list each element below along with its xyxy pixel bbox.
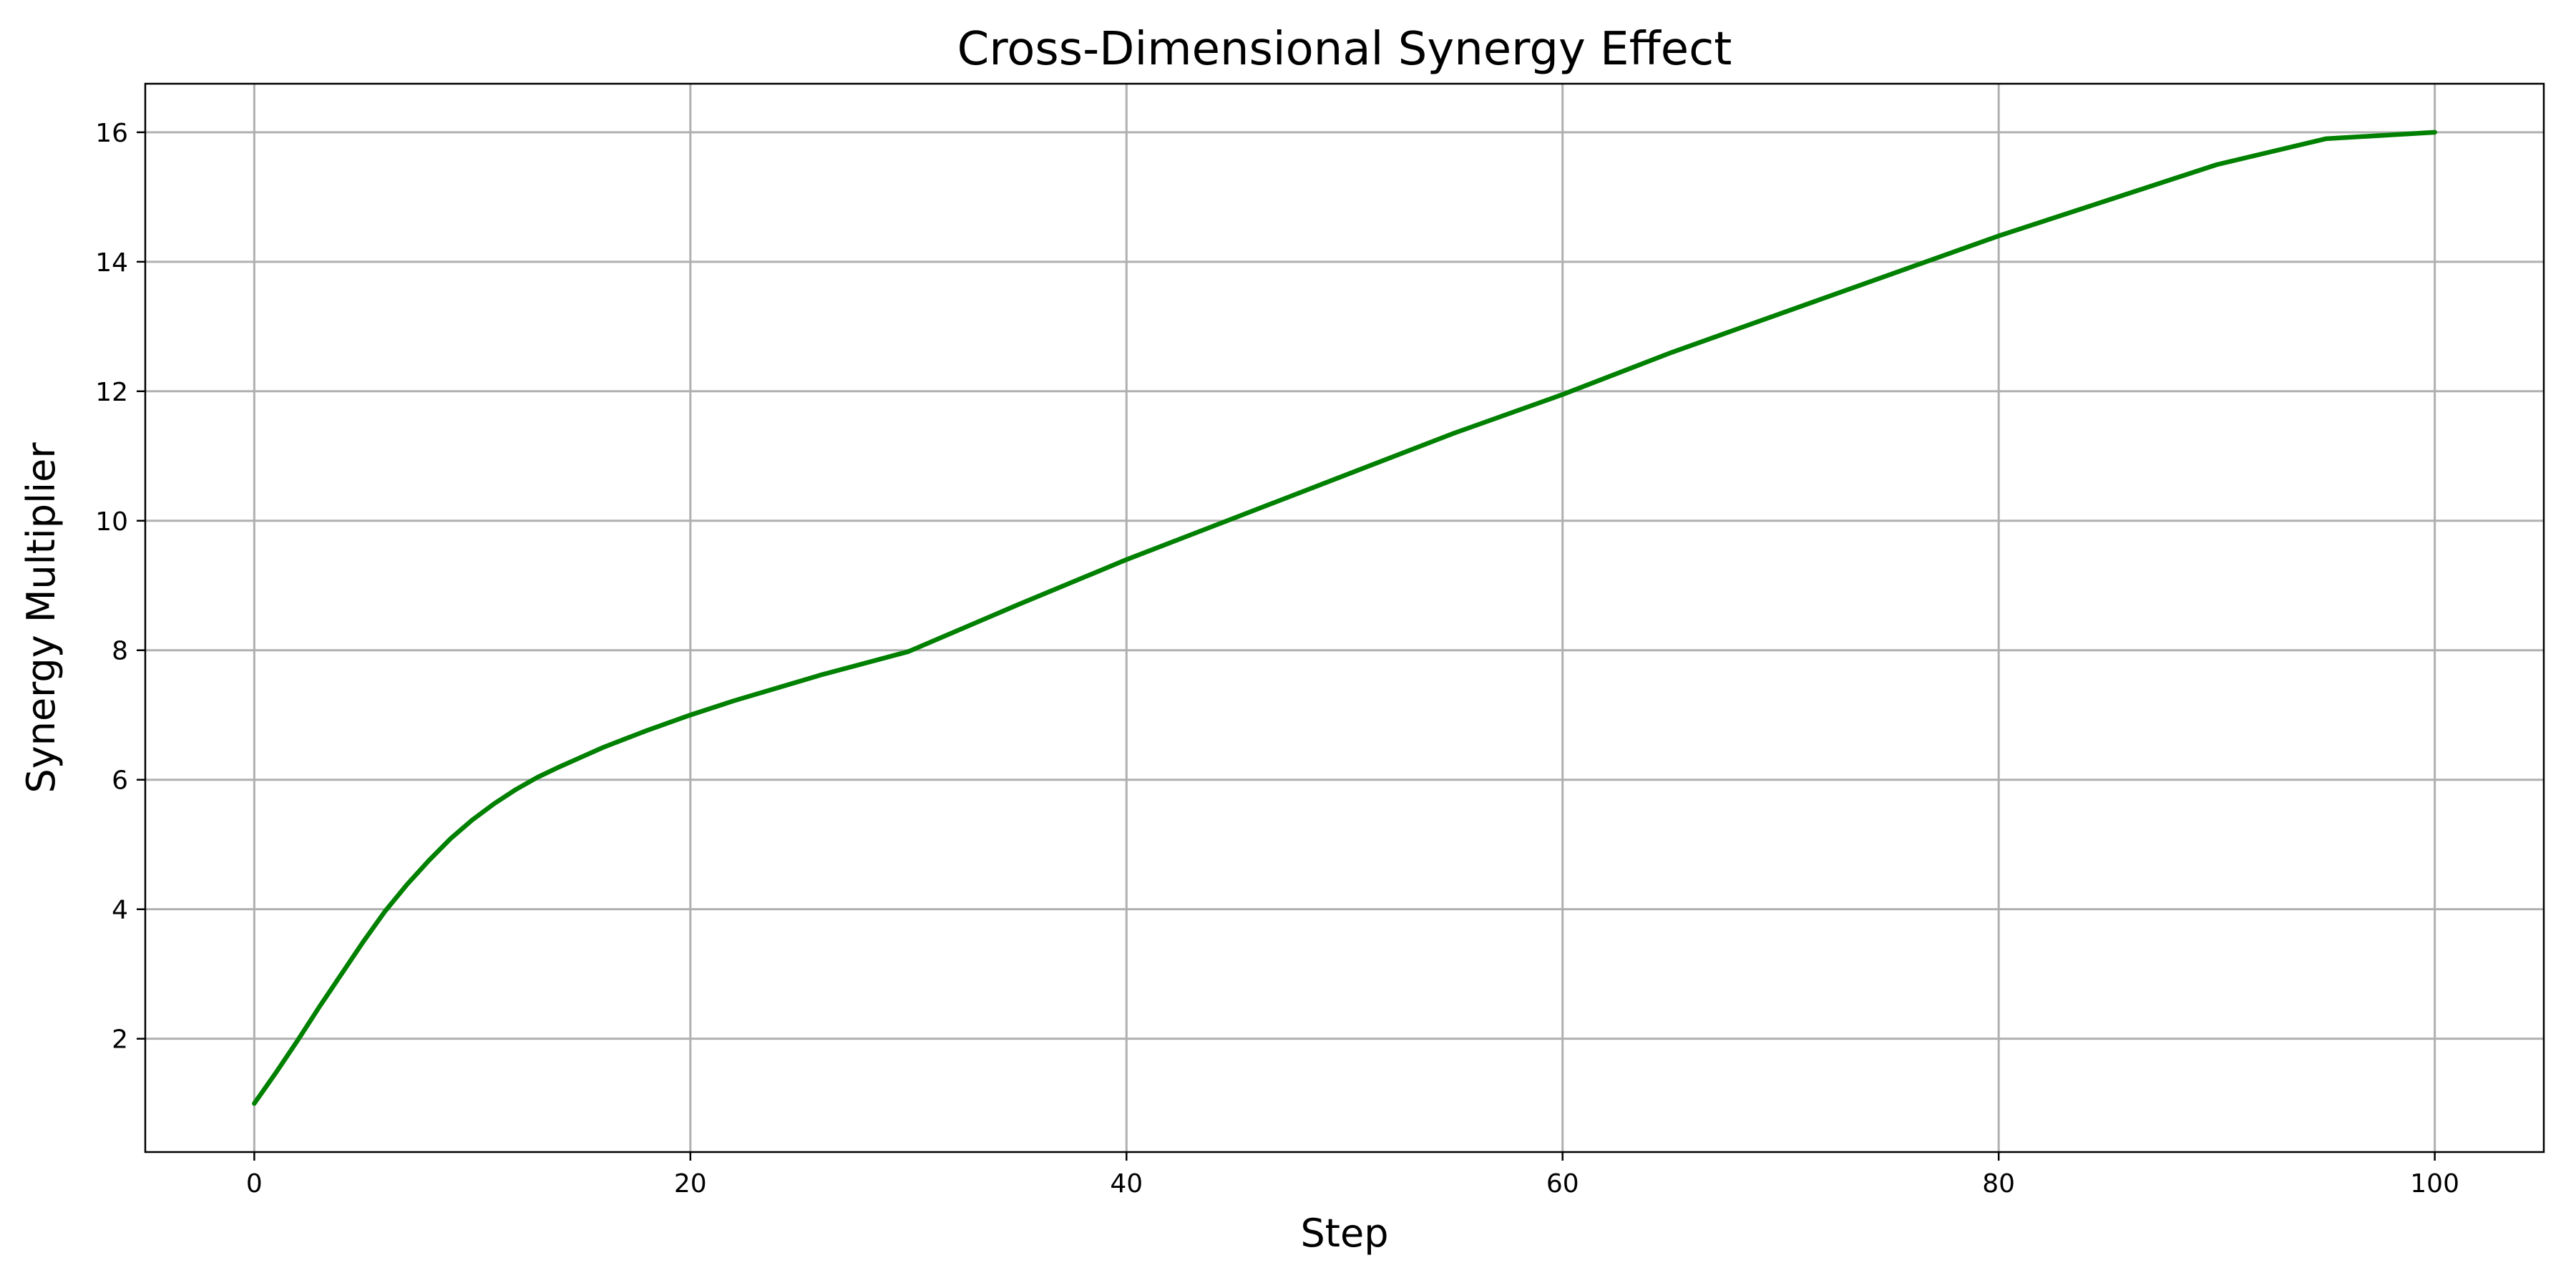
plot-frame [144,82,2545,1153]
y-tick-label: 6 [112,766,128,796]
y-tick-label: 12 [95,378,128,407]
y-tick-label: 8 [112,637,128,666]
x-tick-label: 100 [2410,1169,2459,1199]
series-layer [252,130,2437,1106]
x-tick-label: 40 [1110,1169,1143,1199]
tick-layer: 0 20 40 60 80 100 2 4 6 8 10 12 14 16 [95,119,2459,1199]
x-axis-label: Step [1301,1211,1389,1256]
x-tick-label: 20 [674,1169,707,1199]
chart-title: Cross-Dimensional Synergy Effect [957,23,1732,76]
y-tick-label: 14 [95,248,128,278]
y-tick-label: 16 [95,119,128,148]
series-line [252,130,2437,1106]
y-tick-label: 2 [112,1025,128,1055]
y-tick-label: 4 [112,896,128,925]
y-axis-label: Synergy Multiplier [19,442,64,794]
x-tick-label: 0 [246,1169,263,1199]
grid-layer [145,84,2544,1152]
y-tick-label: 10 [95,507,128,537]
x-tick-label: 60 [1546,1169,1579,1199]
x-tick-label: 80 [1982,1169,2015,1199]
